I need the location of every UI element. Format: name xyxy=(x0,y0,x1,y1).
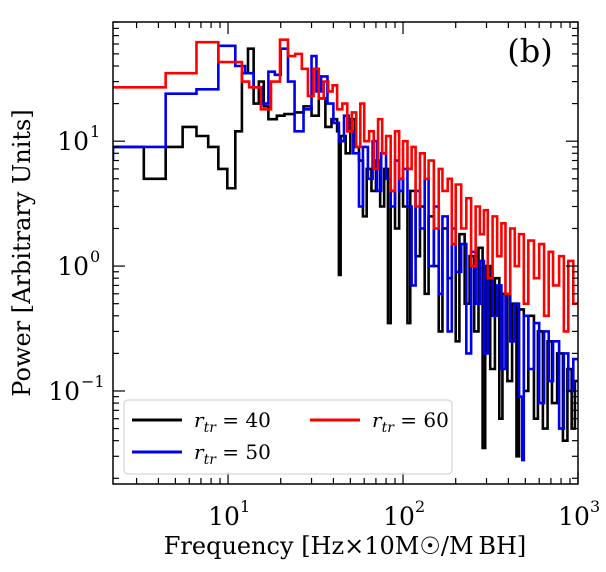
x-tick-label: 10 3 xyxy=(558,497,600,531)
legend-entry: rtr = 40 xyxy=(132,408,271,436)
x-tick-label-base: 10 xyxy=(558,502,590,531)
x-tick-label-exp: 2 xyxy=(415,497,425,516)
tick-label-layer: 10 1 10 2 10 310 −110 010 1 xyxy=(48,122,600,531)
x-tick-label-base: 10 xyxy=(383,502,415,531)
legend-entry: rtr = 50 xyxy=(132,440,271,468)
y-tick-label: 10 0 xyxy=(57,247,100,281)
series-layer xyxy=(113,38,578,462)
y-tick-label-base: 10 xyxy=(57,127,89,156)
y-tick-label: 10 −1 xyxy=(48,372,104,406)
x-axis-title-text: Frequency [Hz×10M☉/M BH] xyxy=(164,532,527,560)
y-tick-label: 10 1 xyxy=(57,122,100,156)
series-line-2 xyxy=(113,44,578,462)
y-axis-title-text: Power [Arbitrary Units] xyxy=(8,109,36,396)
y-tick-label-base: 10 xyxy=(48,377,80,406)
x-tick-label: 10 1 xyxy=(208,497,250,531)
plot-frame xyxy=(112,21,579,485)
x-tick-label: 10 2 xyxy=(383,497,425,531)
tick-layer xyxy=(113,21,579,484)
panel-label: (b) xyxy=(507,32,552,70)
x-axis-title: Frequency [Hz×10M☉/M BH] xyxy=(164,532,527,560)
legend-label: rtr = 40 xyxy=(194,408,271,436)
y-tick-label-exp: 0 xyxy=(90,247,100,266)
y-axis-title: Power [Arbitrary Units] xyxy=(8,109,36,396)
series-line-3 xyxy=(113,38,578,333)
legend-entry: rtr = 60 xyxy=(310,408,449,436)
x-tick-label-exp: 3 xyxy=(590,497,600,516)
legend-label: rtr = 60 xyxy=(372,408,449,436)
y-tick-label-exp: 1 xyxy=(90,122,100,141)
series-line-1 xyxy=(113,47,578,458)
x-tick-label-base: 10 xyxy=(208,502,240,531)
y-tick-label-base: 10 xyxy=(57,252,89,281)
legend: rtr = 40 rtr = 50 rtr = 60 xyxy=(123,399,453,475)
x-tick-label-exp: 1 xyxy=(240,497,250,516)
legend-box xyxy=(123,399,453,475)
y-tick-label-exp: −1 xyxy=(81,372,105,391)
legend-label: rtr = 50 xyxy=(194,440,271,468)
